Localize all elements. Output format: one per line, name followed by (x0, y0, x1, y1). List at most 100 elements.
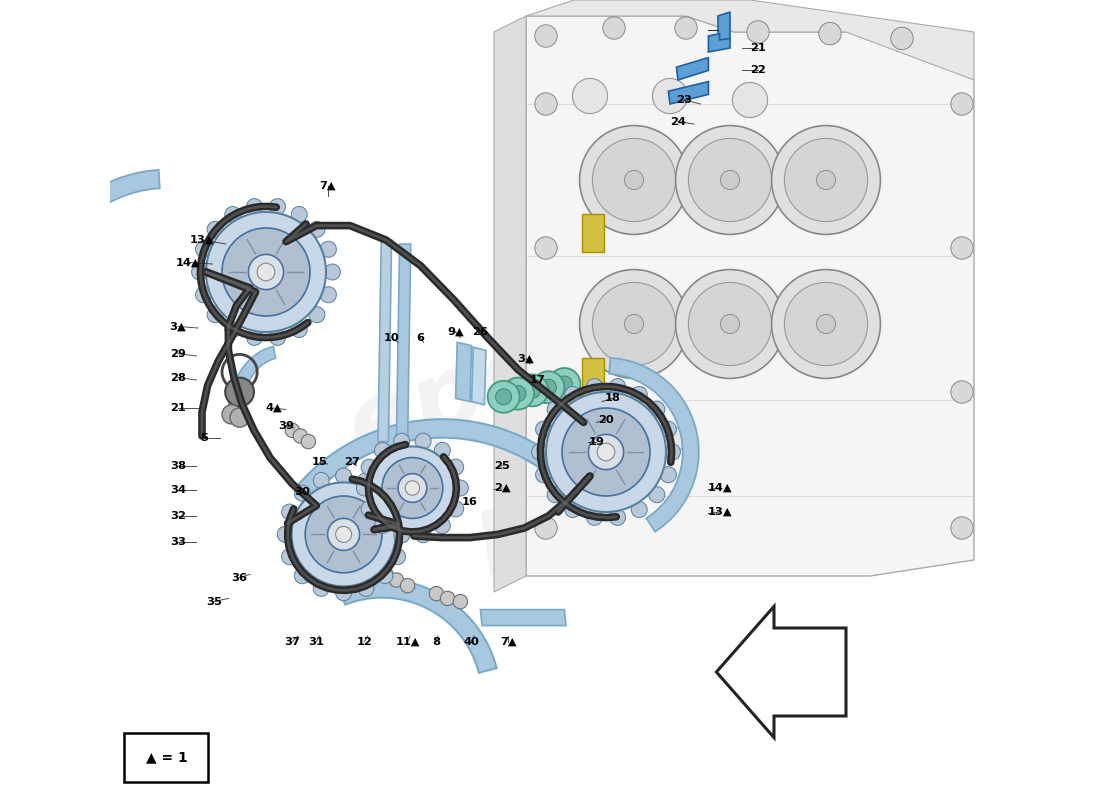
Circle shape (631, 502, 647, 518)
Text: 11▲: 11▲ (395, 637, 420, 646)
Text: 10: 10 (384, 333, 399, 342)
Polygon shape (396, 244, 410, 440)
Text: 14▲: 14▲ (176, 258, 200, 267)
Text: epc: epc (334, 321, 554, 479)
Text: 8: 8 (432, 637, 440, 646)
Text: 27: 27 (343, 458, 360, 467)
Circle shape (249, 254, 284, 290)
Circle shape (452, 480, 469, 496)
Circle shape (950, 517, 974, 539)
Text: 25: 25 (494, 461, 510, 470)
Circle shape (336, 526, 352, 542)
Circle shape (536, 422, 551, 438)
Circle shape (282, 504, 298, 520)
Text: 35: 35 (206, 597, 222, 606)
Text: 32: 32 (170, 511, 186, 521)
Circle shape (389, 549, 406, 565)
Circle shape (328, 518, 360, 550)
Circle shape (496, 389, 512, 405)
Circle shape (270, 330, 286, 346)
Circle shape (382, 458, 443, 518)
Circle shape (314, 580, 329, 596)
Text: 34: 34 (170, 485, 186, 494)
Circle shape (440, 591, 454, 606)
Circle shape (649, 402, 664, 418)
Circle shape (586, 378, 603, 394)
Circle shape (557, 376, 572, 392)
Text: 40: 40 (464, 637, 480, 646)
Circle shape (374, 518, 390, 534)
Circle shape (429, 586, 443, 601)
Circle shape (356, 480, 373, 496)
Text: 21: 21 (170, 403, 186, 413)
Text: 7▲: 7▲ (319, 181, 336, 190)
Circle shape (535, 517, 558, 539)
Polygon shape (669, 82, 708, 104)
Circle shape (580, 126, 689, 234)
Circle shape (720, 170, 739, 190)
Circle shape (434, 442, 450, 458)
Circle shape (295, 568, 310, 584)
Text: 19: 19 (588, 437, 604, 446)
Polygon shape (609, 358, 698, 532)
Circle shape (292, 206, 307, 222)
Circle shape (222, 405, 241, 424)
Text: 37: 37 (285, 637, 300, 646)
Circle shape (309, 306, 324, 322)
Polygon shape (25, 170, 160, 334)
Text: 24: 24 (670, 117, 686, 126)
Circle shape (593, 282, 675, 366)
Circle shape (535, 381, 558, 403)
Circle shape (531, 444, 548, 460)
Text: ▲ = 1: ▲ = 1 (145, 750, 187, 765)
Circle shape (224, 322, 241, 338)
Circle shape (292, 482, 396, 586)
Circle shape (562, 408, 650, 496)
Circle shape (733, 82, 768, 118)
Circle shape (950, 93, 974, 115)
Circle shape (547, 402, 563, 418)
Text: 16: 16 (462, 498, 477, 507)
Circle shape (609, 378, 626, 394)
Circle shape (603, 17, 625, 39)
Circle shape (358, 473, 374, 489)
Circle shape (597, 443, 615, 461)
Circle shape (771, 126, 880, 234)
Circle shape (747, 21, 769, 43)
Circle shape (295, 485, 310, 501)
Circle shape (656, 426, 684, 454)
Text: 30: 30 (294, 487, 310, 497)
Text: 4▲: 4▲ (265, 403, 283, 413)
Circle shape (336, 468, 352, 484)
Polygon shape (229, 346, 275, 408)
Circle shape (270, 198, 286, 214)
Polygon shape (295, 419, 588, 500)
Circle shape (389, 504, 406, 520)
Polygon shape (339, 579, 497, 673)
Circle shape (448, 501, 463, 517)
Circle shape (196, 242, 211, 258)
Circle shape (649, 486, 664, 502)
Text: 18: 18 (605, 394, 620, 403)
Polygon shape (494, 16, 526, 592)
Circle shape (361, 501, 377, 517)
Text: 3▲: 3▲ (169, 322, 186, 331)
Circle shape (394, 434, 409, 450)
Circle shape (196, 286, 211, 302)
Circle shape (818, 22, 842, 45)
Circle shape (377, 485, 393, 501)
Text: 38: 38 (170, 461, 186, 470)
Circle shape (377, 568, 393, 584)
Polygon shape (676, 58, 708, 80)
Circle shape (689, 138, 771, 222)
Circle shape (222, 228, 310, 316)
Polygon shape (481, 610, 566, 626)
Circle shape (525, 382, 540, 398)
Circle shape (320, 242, 337, 258)
Circle shape (631, 386, 647, 402)
Text: 7▲: 7▲ (500, 637, 517, 646)
Circle shape (950, 237, 974, 259)
Text: parts: parts (464, 416, 724, 576)
Circle shape (207, 306, 223, 322)
Polygon shape (378, 240, 392, 442)
